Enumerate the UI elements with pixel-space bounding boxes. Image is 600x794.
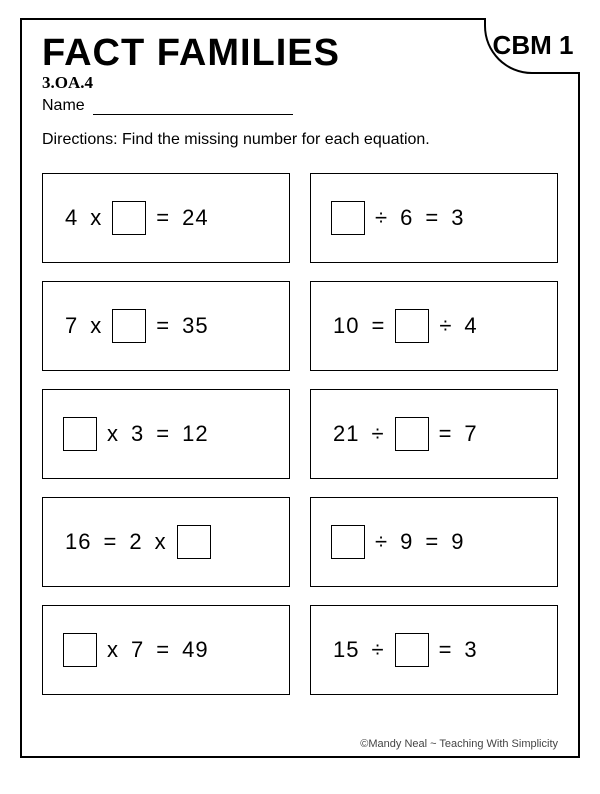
equation-part: x [155,529,167,555]
equation-part: 4 [464,313,477,339]
equation-box: 4x = 24 [42,173,290,263]
equation-part: 24 [182,205,208,231]
equation-box: ÷ 6 = 3 [310,173,558,263]
equation-part: = [156,313,170,339]
equation-box: x7 = 49 [42,605,290,695]
equation-box: 21 ÷ = 7 [310,389,558,479]
equation-part: = [156,421,170,447]
equation-part: = [425,205,439,231]
equation-part: 10 [333,313,359,339]
page-title: FACT FAMILIES [42,32,558,75]
equation-box: ÷ 9 = 9 [310,497,558,587]
name-input-line[interactable] [93,114,293,115]
equation-part: 15 [333,637,359,663]
equation-part: 9 [451,529,464,555]
answer-blank[interactable] [112,201,146,235]
equation-part: 21 [333,421,359,447]
equation-part: = [439,637,453,663]
equation-part: 2 [129,529,142,555]
equation-part: ÷ [375,205,388,231]
answer-blank[interactable] [63,417,97,451]
equation-part: 49 [182,637,208,663]
name-label: Name [42,97,85,114]
equation-part: ÷ [371,421,384,447]
equation-part: 4 [65,205,78,231]
equation-part: x [90,313,102,339]
equation-part: 3 [451,205,464,231]
equation-grid: 4x=24÷6=37x=3510=÷4x3=1221÷=716=2x÷9=9x7… [42,173,558,695]
equation-part: 3 [464,637,477,663]
equation-part: 16 [65,529,91,555]
equation-part: 6 [400,205,413,231]
answer-blank[interactable] [63,633,97,667]
equation-part: 9 [400,529,413,555]
worksheet-page: FACT FAMILIES CBM 1 3.OA.4 Name Directio… [20,18,580,758]
equation-part: 7 [131,637,144,663]
answer-blank[interactable] [331,201,365,235]
equation-part: = [425,529,439,555]
equation-box: x3 = 12 [42,389,290,479]
equation-box: 15 ÷ = 3 [310,605,558,695]
directions-text: Directions: Find the missing number for … [42,131,558,149]
answer-blank[interactable] [395,309,429,343]
header: FACT FAMILIES CBM 1 3.OA.4 Name Directio… [42,32,558,149]
equation-box: 10 = ÷ 4 [310,281,558,371]
equation-part: = [156,637,170,663]
equation-part: = [103,529,117,555]
equation-part: x [107,421,119,447]
equation-part: 35 [182,313,208,339]
answer-blank[interactable] [331,525,365,559]
equation-part: ÷ [371,637,384,663]
standard-code: 3.OA.4 [42,73,558,93]
equation-part: = [371,313,385,339]
equation-part: = [439,421,453,447]
equation-part: ÷ [439,313,452,339]
equation-part: = [156,205,170,231]
equation-part: 7 [65,313,78,339]
name-line: Name [42,97,558,115]
answer-blank[interactable] [395,633,429,667]
footer-credit: ©Mandy Neal ~ Teaching With Simplicity [360,738,558,750]
answer-blank[interactable] [112,309,146,343]
equation-part: x [90,205,102,231]
equation-part: ÷ [375,529,388,555]
equation-part: 3 [131,421,144,447]
answer-blank[interactable] [177,525,211,559]
equation-part: 7 [464,421,477,447]
equation-box: 16 = 2x [42,497,290,587]
answer-blank[interactable] [395,417,429,451]
equation-part: x [107,637,119,663]
equation-box: 7x = 35 [42,281,290,371]
equation-part: 12 [182,421,208,447]
